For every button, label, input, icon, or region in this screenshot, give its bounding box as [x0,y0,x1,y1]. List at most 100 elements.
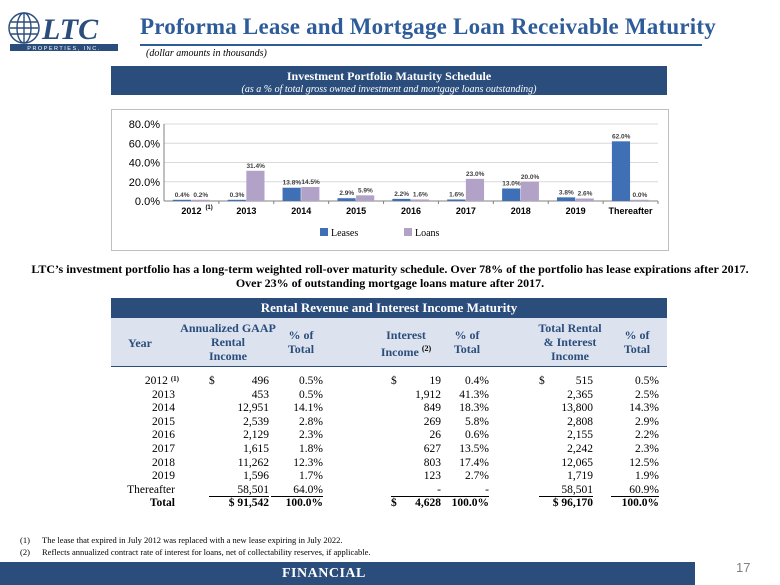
table-header: Year Annualized GAAP Rental Income % of Tot… [111,318,667,367]
total-rule [271,496,323,498]
table-row: 2013 453 0.5% 1,912 41.3% 2,365 2.5% [111,389,667,402]
bar-leases [227,199,246,201]
bar-leases [557,197,576,201]
row-year: 2017 [152,443,175,455]
row-total-income: 12,065 [561,456,593,469]
row-total-pct: 60.9% [629,483,659,496]
bar-leases [611,141,631,201]
bar-loans [246,170,265,201]
y-tick-label: 40.0% [129,158,160,170]
row-gaap-income: 58,501 [237,483,269,496]
row-total-income: 2,242 [567,443,593,455]
x-tick-label: 2017 [456,206,476,216]
legend-label-loans: Loans [415,228,440,239]
row-interest-income: - [437,483,441,496]
row-gaap-pct: 1.8% [299,443,323,455]
header-interest-pct: % of Total [453,328,481,356]
schedule-title: Investment Portfolio Maturity Schedule [286,69,492,83]
statement-line-1: LTC’s investment portfolio has a long-te… [31,262,749,276]
x-tick-label: 2015 [346,206,366,216]
data-label: 31.4% [246,163,265,170]
x-tick-label: 2014 [291,206,311,216]
total-label: Total [149,497,175,510]
data-label: 0.2% [193,192,208,199]
header-year: Year [128,336,152,350]
row-year: 2018 [152,456,175,469]
bar-leases [282,187,301,201]
table-row: 2018 11,262 12.3% 803 17.4% 12,065 12.5% [111,457,667,470]
data-label: 0.0% [632,192,647,199]
page-subtitle: (dollar amounts in thousands) [146,48,267,59]
row-total-pct: 2.2% [635,429,659,442]
row-gaap-income: 1,615 [243,443,269,455]
schedule-subtitle: (as a % of total gross owned investment … [241,84,537,95]
row-gaap-pct: 0.5% [299,375,323,387]
header-gaap-rental-income: Annualized GAAP Rental Income [180,321,276,363]
row-year: 2016 [152,429,175,442]
row-interest-currency: $ [391,375,397,387]
total-interest-currency: $ [391,497,397,510]
row-total-income: 2,808 [567,415,593,428]
data-label: 62.0% [612,133,631,140]
bar-loans [356,195,375,201]
bar-loans [520,181,539,201]
row-total-income: 2,365 [567,388,593,401]
data-label: 1.6% [449,191,464,198]
row-interest-pct: 0.4% [465,375,489,387]
data-label: 5.9% [358,187,373,194]
row-year: 2014 [152,402,175,415]
total-gaap-income: $ 91,542 [228,497,269,510]
row-total-pct: 14.3% [629,402,659,415]
data-label: 3.8% [559,189,574,196]
data-label: 14.5% [301,179,320,186]
row-interest-income: 26 [429,429,442,442]
y-tick-label: 0.0% [135,196,160,208]
bar-leases [502,188,521,201]
row-total-pct: 0.5% [635,375,659,387]
x-tick-label: Thereafter [609,206,654,216]
footnote-2: (2) Reflects annualized contract rate of … [20,547,371,557]
bar-loans [575,198,594,201]
row-year: 2019 [152,470,175,483]
row-interest-pct: 13.5% [459,443,489,455]
total-gaap-pct: 100.0% [285,497,323,510]
table-row: 2016 2,129 2.3% 26 0.6% 2,155 2.2% [111,429,667,442]
data-label: 23.0% [466,171,485,178]
row-interest-pct: 5.8% [465,415,489,428]
data-label: 20.0% [521,174,540,181]
total-combined-income: $ 96,170 [552,497,593,510]
data-label: 2.9% [339,190,354,197]
logo-letters: LTC [41,13,99,46]
total-rule [209,496,269,498]
row-gaap-income: 1,596 [243,470,269,483]
row-interest-pct: 41.3% [459,388,489,401]
row-interest-income: 803 [423,456,441,469]
footer-bar: FINANCIAL [0,562,695,585]
legend-swatch-loans [404,228,412,236]
table-row: 2014 12,951 14.1% 849 18.3% 13,800 14.3% [111,402,667,415]
header-total-pct: % of Total [623,328,651,356]
total-rule [539,496,593,498]
row-interest-pct: - [485,483,489,496]
table-title: Rental Revenue and Interest Income Matur… [111,298,667,318]
data-label: 2.2% [394,191,409,198]
footnote-1: (1) The lease that expired in July 2012 w… [20,535,343,545]
row-gaap-pct: 14.1% [293,402,323,415]
data-label: 0.3% [230,192,245,199]
bar-loans [301,187,320,201]
y-tick-label: 20.0% [129,177,160,189]
row-total-pct: 2.3% [635,443,659,455]
row-gaap-pct: 1.7% [299,470,323,483]
data-label: 2.6% [578,190,593,197]
schedule-banner: Investment Portfolio Maturity Schedule (… [111,66,667,95]
row-interest-income: 123 [423,470,441,483]
total-rule [441,496,489,498]
row-gaap-income: 2,129 [243,429,269,442]
bar-leases [337,198,356,201]
row-total-income: 58,501 [561,483,593,496]
row-year: Thereafter [127,483,175,496]
section-label: FINANCIAL [282,566,366,581]
ltc-logo: LTC PROPERTIES, INC. [8,8,120,52]
row-interest-income: 849 [423,402,441,415]
row-gaap-pct: 0.5% [299,388,323,401]
